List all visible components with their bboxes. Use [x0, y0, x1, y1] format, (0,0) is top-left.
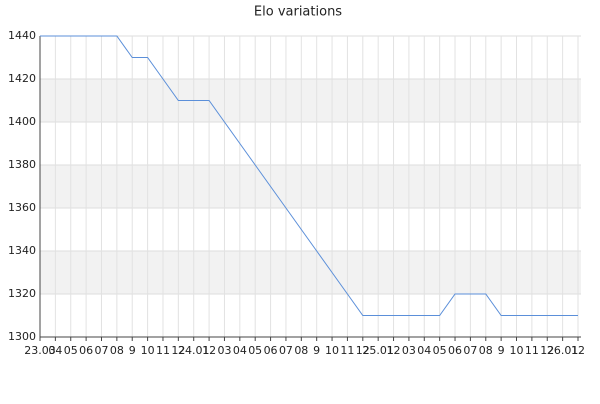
x-tick-label: 12 [571, 344, 585, 357]
grid-band [40, 79, 581, 122]
x-tick-label: 12 [171, 344, 185, 357]
y-tick-label: 1360 [8, 201, 36, 214]
data-line [40, 35, 578, 316]
x-tick-label: 12 [387, 344, 401, 357]
grid-band [40, 251, 581, 294]
y-tick-label: 1380 [8, 158, 36, 171]
x-tick-label: 07 [279, 344, 293, 357]
y-tick-label: 1400 [8, 115, 36, 128]
x-tick-label: 9 [313, 344, 320, 357]
x-tick-label: 24.01 [178, 344, 210, 357]
x-tick-label: 23.03 [24, 344, 56, 357]
y-tick-label: 1420 [8, 72, 36, 85]
x-tick-label: 12 [540, 344, 554, 357]
x-tick-label: 12 [202, 344, 216, 357]
x-tick-label: 11 [340, 344, 354, 357]
x-tick-label: 10 [141, 344, 155, 357]
x-tick-label: 08 [294, 344, 308, 357]
x-tick-label: 9 [498, 344, 505, 357]
chart-title: Elo variations [254, 5, 342, 20]
x-tick-label: 08 [110, 344, 124, 357]
y-tick-label: 1300 [8, 330, 36, 343]
x-tick-label: 06 [264, 344, 278, 357]
x-tick-label: 05 [64, 344, 78, 357]
x-tick-label: 03 [402, 344, 416, 357]
grid-band [40, 165, 581, 208]
x-tick-label: 07 [463, 344, 477, 357]
x-tick-label: 04 [48, 344, 62, 357]
x-tick-label: 25.01 [362, 344, 394, 357]
x-tick-label: 05 [433, 344, 447, 357]
x-tick-label: 03 [217, 344, 231, 357]
y-tick-label: 1440 [8, 29, 36, 42]
x-tick-label: 08 [479, 344, 493, 357]
y-tick-label: 1340 [8, 244, 36, 257]
y-tick-label: 1320 [8, 287, 36, 300]
x-tick-label: 07 [94, 344, 108, 357]
x-tick-label: 26.01 [547, 344, 579, 357]
x-tick-label: 04 [417, 344, 431, 357]
x-tick-label: 11 [525, 344, 539, 357]
x-tick-label: 06 [448, 344, 462, 357]
x-tick-label: 10 [510, 344, 524, 357]
x-tick-label: 10 [325, 344, 339, 357]
x-tick-label: 12 [356, 344, 370, 357]
x-tick-label: 9 [129, 344, 136, 357]
x-tick-label: 05 [248, 344, 262, 357]
x-tick-label: 04 [233, 344, 247, 357]
x-tick-label: 11 [156, 344, 170, 357]
x-tick-label: 06 [79, 344, 93, 357]
